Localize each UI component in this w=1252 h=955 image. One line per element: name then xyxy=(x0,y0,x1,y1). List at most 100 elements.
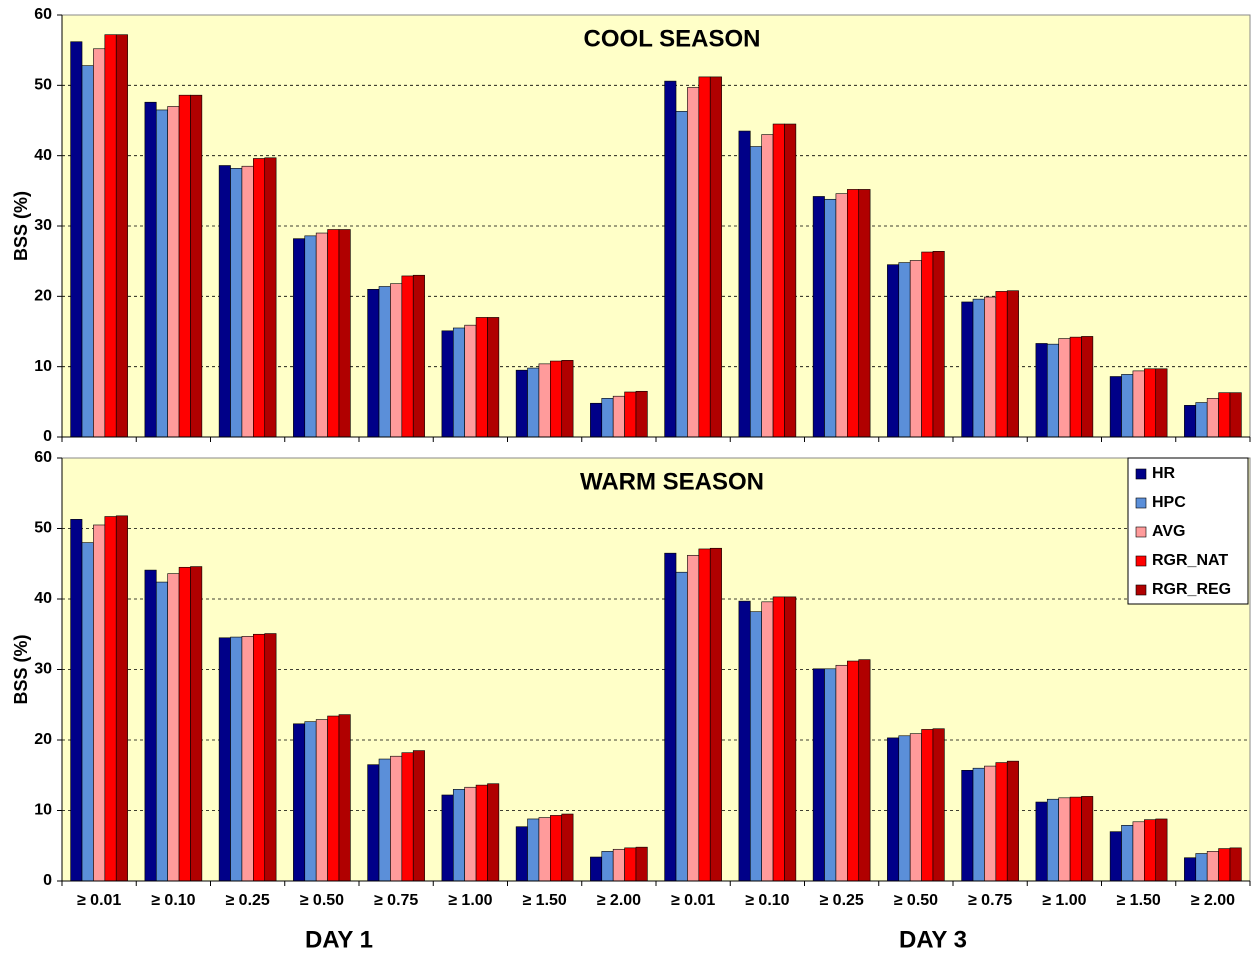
legend-label: HPC xyxy=(1152,494,1186,511)
y-axis-label: BSS (%) xyxy=(11,634,31,704)
bar xyxy=(635,390,648,438)
bar xyxy=(961,770,974,882)
bar xyxy=(1081,336,1094,438)
bar xyxy=(167,573,180,882)
bar xyxy=(230,168,243,438)
bar xyxy=(1069,336,1082,438)
x-tick-label: ≥ 0.25 xyxy=(225,892,269,909)
y-tick-label: 30 xyxy=(34,661,52,678)
bar xyxy=(144,569,157,882)
y-tick-label: 10 xyxy=(34,358,52,375)
bar xyxy=(1046,343,1059,438)
bar xyxy=(1109,831,1122,882)
bar xyxy=(1155,368,1168,438)
bar xyxy=(293,238,306,438)
bar xyxy=(1206,398,1219,438)
bar xyxy=(93,48,106,438)
bar xyxy=(1035,343,1048,438)
bar xyxy=(550,815,563,882)
bar xyxy=(115,34,128,438)
bar xyxy=(475,784,488,882)
bar xyxy=(327,715,340,882)
bar xyxy=(327,229,340,438)
bar xyxy=(441,794,454,882)
bar xyxy=(612,395,625,438)
bar xyxy=(218,637,231,882)
x-tick-label: ≥ 1.00 xyxy=(448,892,492,909)
bar xyxy=(367,764,380,882)
bar xyxy=(812,668,825,882)
y-tick-label: 0 xyxy=(43,872,52,889)
bar xyxy=(984,296,997,438)
y-tick-label: 60 xyxy=(34,6,52,23)
bar xyxy=(338,714,351,882)
x-tick-label: ≥ 0.10 xyxy=(745,892,789,909)
x-tick-label: ≥ 2.00 xyxy=(597,892,641,909)
bar xyxy=(338,229,351,438)
y-tick-label: 0 xyxy=(43,428,52,445)
x-tick-label: ≥ 2.00 xyxy=(1191,892,1235,909)
y-tick-label: 60 xyxy=(34,449,52,466)
legend-label: HR xyxy=(1152,465,1176,482)
legend-swatch xyxy=(1135,468,1147,480)
bar xyxy=(487,783,500,882)
bar xyxy=(675,111,688,438)
bar xyxy=(452,327,465,438)
group-label: DAY 1 xyxy=(305,926,373,953)
bar xyxy=(675,571,688,882)
bar xyxy=(452,789,465,882)
bar xyxy=(155,581,168,882)
bar xyxy=(304,721,317,882)
bar xyxy=(624,847,637,882)
bar xyxy=(1184,405,1197,438)
bar xyxy=(824,668,837,882)
bar xyxy=(412,750,425,882)
chart-title: COOL SEASON xyxy=(584,25,761,52)
bar xyxy=(81,542,94,882)
bar xyxy=(390,755,403,882)
bar xyxy=(561,360,574,438)
legend-label: RGR_REG xyxy=(1152,581,1231,598)
legend-label: RGR_NAT xyxy=(1152,552,1228,569)
bar xyxy=(367,288,380,438)
bar xyxy=(687,87,700,438)
bar xyxy=(70,519,83,882)
bar xyxy=(378,286,391,438)
bar xyxy=(253,158,266,438)
bar xyxy=(538,363,551,438)
y-tick-label: 40 xyxy=(34,147,52,164)
bar xyxy=(527,367,540,438)
bar xyxy=(144,101,157,438)
bar xyxy=(590,402,603,438)
y-tick-label: 30 xyxy=(34,217,52,234)
bar xyxy=(1206,851,1219,882)
bar xyxy=(1218,392,1231,438)
bar xyxy=(1184,857,1197,882)
bar xyxy=(898,262,911,438)
bar xyxy=(612,848,625,882)
bar xyxy=(749,146,762,438)
bar xyxy=(1229,392,1242,438)
bar xyxy=(464,786,477,882)
y-tick-label: 50 xyxy=(34,77,52,94)
bar xyxy=(824,198,837,438)
bar xyxy=(390,283,403,438)
bar xyxy=(441,330,454,438)
bar xyxy=(709,76,722,438)
bar xyxy=(1035,801,1048,882)
bar xyxy=(624,391,637,438)
legend-swatch xyxy=(1135,497,1147,509)
legend-box xyxy=(1127,457,1249,605)
legend-swatch xyxy=(1135,584,1147,596)
bar xyxy=(1006,760,1019,882)
bar xyxy=(253,633,266,882)
group-label: DAY 3 xyxy=(899,926,967,953)
bar xyxy=(1229,847,1242,882)
bar xyxy=(241,165,254,438)
x-tick-label: ≥ 0.75 xyxy=(968,892,1012,909)
bar xyxy=(241,636,254,882)
bar xyxy=(738,600,751,882)
bar xyxy=(601,398,614,438)
bar xyxy=(1195,853,1208,882)
